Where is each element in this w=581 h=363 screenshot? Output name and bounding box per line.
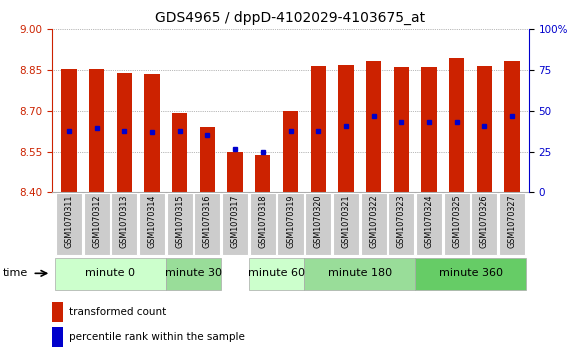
FancyBboxPatch shape — [166, 258, 221, 290]
Text: GSM1070321: GSM1070321 — [342, 194, 350, 248]
Bar — [52, 327, 63, 347]
Bar — [366, 61, 381, 192]
FancyBboxPatch shape — [278, 193, 303, 255]
Bar — [61, 69, 77, 192]
FancyBboxPatch shape — [471, 193, 497, 255]
Text: GSM1070312: GSM1070312 — [92, 194, 101, 248]
Text: minute 360: minute 360 — [439, 268, 503, 278]
FancyBboxPatch shape — [167, 193, 193, 255]
Text: GSM1070325: GSM1070325 — [452, 194, 461, 248]
Bar — [449, 58, 464, 192]
Bar — [145, 74, 160, 192]
Bar — [311, 66, 326, 192]
Text: GSM1070314: GSM1070314 — [148, 194, 156, 248]
FancyBboxPatch shape — [444, 193, 469, 255]
Text: GSM1070318: GSM1070318 — [259, 194, 267, 248]
Bar — [283, 111, 298, 192]
Text: GSM1070316: GSM1070316 — [203, 194, 212, 248]
Bar — [421, 67, 436, 192]
FancyBboxPatch shape — [84, 193, 110, 255]
Text: GSM1070315: GSM1070315 — [175, 194, 184, 248]
Text: GSM1070319: GSM1070319 — [286, 194, 295, 248]
Text: minute 180: minute 180 — [328, 268, 392, 278]
Bar — [338, 65, 353, 192]
FancyBboxPatch shape — [195, 193, 220, 255]
Bar — [89, 69, 104, 192]
FancyBboxPatch shape — [222, 193, 248, 255]
FancyBboxPatch shape — [361, 193, 386, 255]
Text: GSM1070313: GSM1070313 — [120, 194, 129, 248]
FancyBboxPatch shape — [249, 258, 304, 290]
Text: percentile rank within the sample: percentile rank within the sample — [69, 332, 245, 342]
FancyBboxPatch shape — [139, 193, 165, 255]
Text: GSM1070322: GSM1070322 — [369, 194, 378, 248]
FancyBboxPatch shape — [333, 193, 359, 255]
FancyBboxPatch shape — [56, 193, 82, 255]
Text: GSM1070326: GSM1070326 — [480, 194, 489, 248]
Bar — [200, 127, 215, 192]
Bar — [255, 155, 270, 192]
FancyBboxPatch shape — [55, 258, 166, 290]
Bar — [172, 114, 187, 192]
Text: minute 30: minute 30 — [165, 268, 222, 278]
Bar — [477, 66, 492, 192]
FancyBboxPatch shape — [388, 193, 414, 255]
Text: GDS4965 / dppD-4102029-4103675_at: GDS4965 / dppD-4102029-4103675_at — [156, 11, 425, 25]
Text: GSM1070324: GSM1070324 — [425, 194, 433, 248]
Text: time: time — [3, 268, 28, 278]
FancyBboxPatch shape — [112, 193, 137, 255]
Text: GSM1070323: GSM1070323 — [397, 194, 406, 248]
FancyBboxPatch shape — [250, 193, 276, 255]
FancyBboxPatch shape — [304, 258, 415, 290]
Bar — [394, 67, 409, 192]
Text: GSM1070311: GSM1070311 — [64, 194, 73, 248]
FancyBboxPatch shape — [305, 193, 331, 255]
Bar — [52, 302, 63, 322]
Bar — [504, 61, 520, 192]
Text: transformed count: transformed count — [69, 307, 166, 317]
Bar — [117, 73, 132, 192]
FancyBboxPatch shape — [415, 258, 526, 290]
Text: GSM1070320: GSM1070320 — [314, 194, 322, 248]
Text: minute 0: minute 0 — [85, 268, 135, 278]
Bar — [228, 152, 243, 192]
Text: GSM1070317: GSM1070317 — [231, 194, 239, 248]
Text: minute 60: minute 60 — [248, 268, 305, 278]
FancyBboxPatch shape — [416, 193, 442, 255]
Text: GSM1070327: GSM1070327 — [508, 194, 517, 248]
FancyBboxPatch shape — [499, 193, 525, 255]
